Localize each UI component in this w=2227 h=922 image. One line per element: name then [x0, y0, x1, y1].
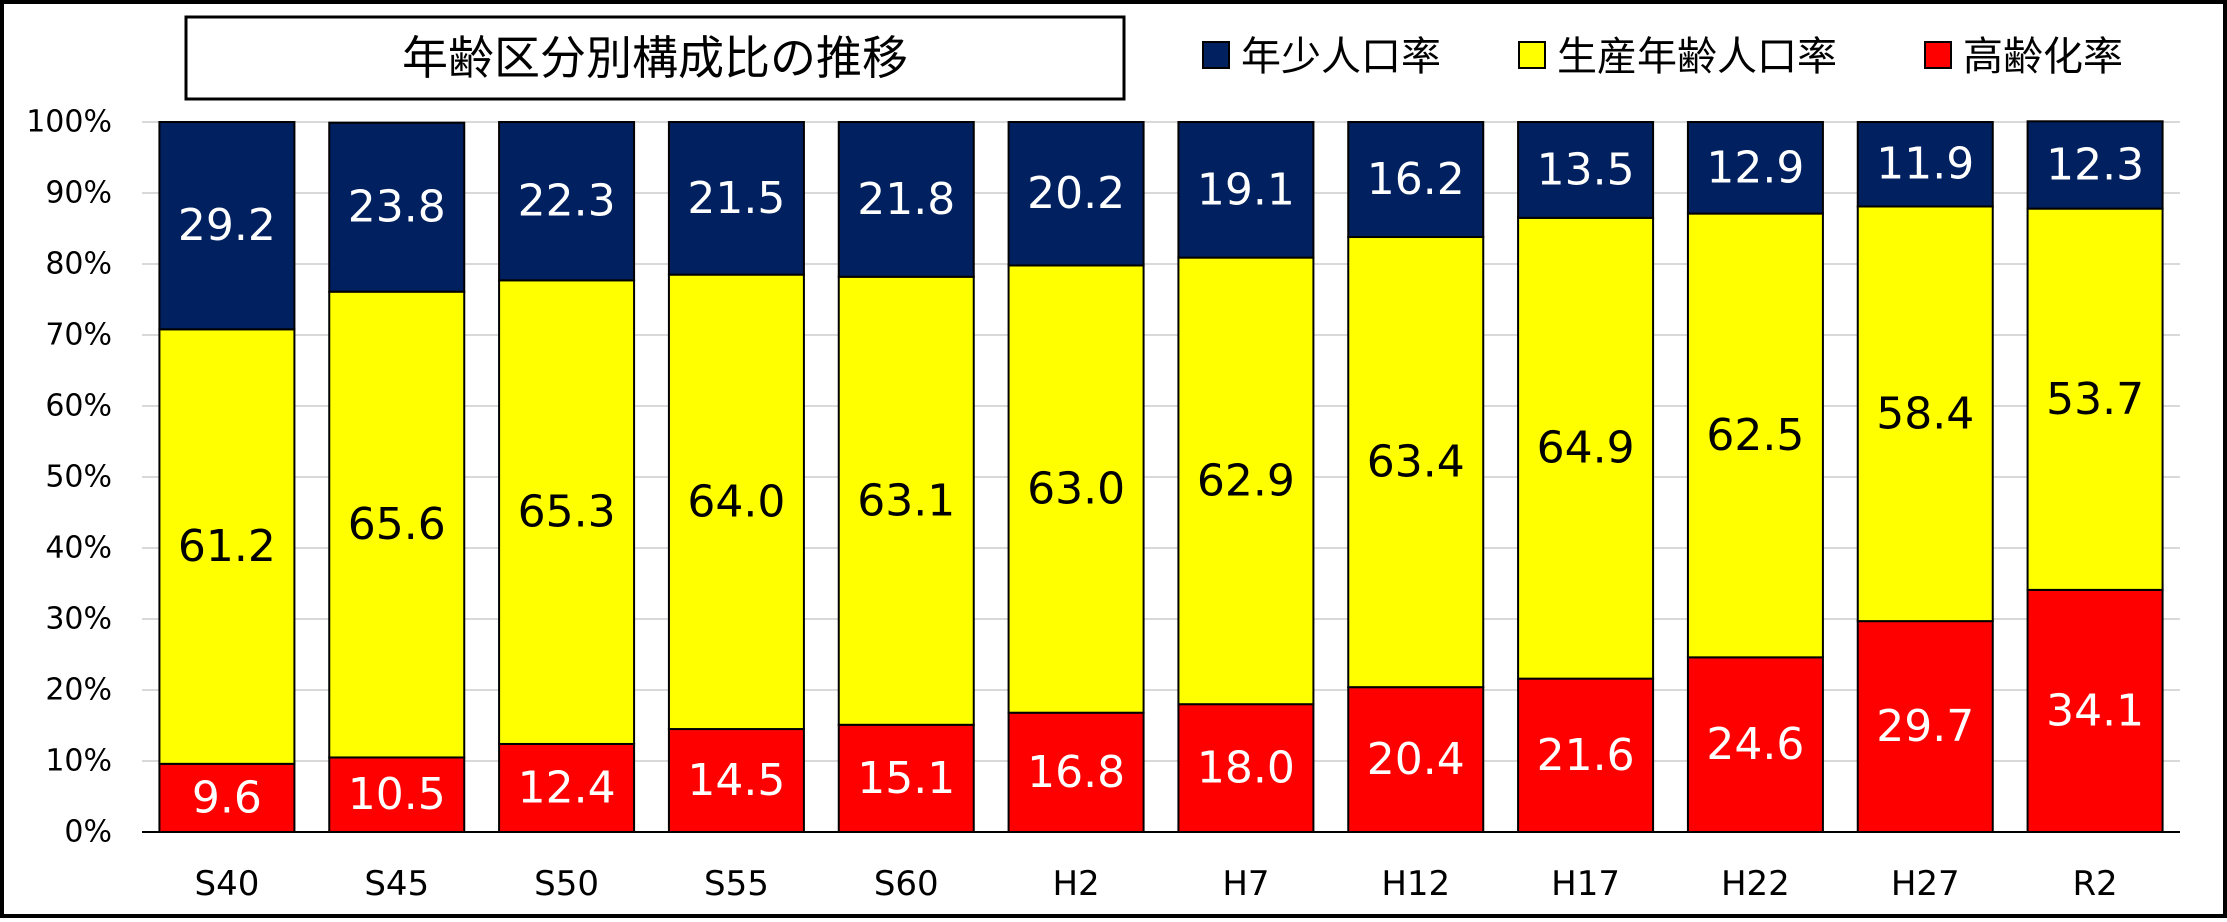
data-label: 63.0	[1027, 464, 1125, 515]
data-label: 53.7	[2046, 374, 2144, 425]
x-tick-label: H27	[1891, 864, 1960, 904]
bar-segment	[498, 121, 636, 282]
data-label: 22.3	[518, 176, 616, 227]
data-label: 21.6	[1537, 730, 1635, 781]
data-label: 16.2	[1367, 154, 1465, 205]
data-label: 62.5	[1706, 410, 1804, 461]
data-label: 21.5	[687, 173, 785, 224]
data-label: 23.8	[348, 182, 446, 233]
y-tick-label: 100%	[26, 105, 112, 140]
bar-segment	[1347, 121, 1485, 239]
bar-segment	[1517, 121, 1655, 219]
data-label: 61.2	[178, 521, 276, 572]
bar-segment	[1856, 205, 1994, 623]
data-label: 58.4	[1876, 388, 1974, 439]
legend-swatch	[1202, 41, 1230, 69]
y-tick-label: 40%	[45, 531, 112, 566]
data-label: 12.4	[518, 762, 616, 813]
bar-segment	[1177, 703, 1315, 834]
data-label: 63.4	[1367, 437, 1465, 488]
y-tick-label: 0%	[64, 815, 112, 850]
title-box	[184, 15, 1126, 101]
x-tick-label: S60	[874, 864, 939, 904]
y-tick-label: 10%	[45, 744, 112, 779]
y-tick-label: 50%	[45, 460, 112, 495]
bar-segment	[1686, 212, 1824, 659]
data-label: 64.9	[1537, 423, 1635, 474]
data-label: 14.5	[687, 755, 785, 806]
bar-segment	[328, 290, 466, 759]
bar-segment	[2026, 207, 2164, 591]
data-label: 19.1	[1197, 164, 1295, 215]
x-tick-label: H7	[1222, 864, 1269, 904]
chart-title: 年齢区分別構成比の推移	[402, 31, 908, 85]
bar-segment	[837, 121, 975, 278]
data-label: 64.0	[687, 476, 785, 527]
data-label: 12.3	[2046, 139, 2144, 190]
y-tick-label: 20%	[45, 673, 112, 708]
data-label: 21.8	[857, 174, 955, 225]
bar-segment	[1686, 656, 1824, 834]
data-label: 63.1	[857, 475, 955, 526]
bar-segment	[1686, 121, 1824, 215]
data-label: 12.9	[1706, 142, 1804, 193]
bar-segment	[1177, 256, 1315, 706]
data-label: 15.1	[857, 753, 955, 804]
data-label: 20.4	[1367, 734, 1465, 785]
legend-label: 高齢化率	[1963, 34, 2123, 80]
bar-segment	[1177, 121, 1315, 259]
legend-swatch	[1924, 41, 1952, 69]
data-label: 29.7	[1876, 701, 1974, 752]
data-label: 65.6	[348, 499, 446, 550]
bar-segment	[667, 728, 805, 833]
bar-segment	[1517, 216, 1655, 680]
legend-label: 年少人口率	[1241, 34, 1441, 80]
data-label: 34.1	[2046, 685, 2144, 736]
bar-segment	[1347, 236, 1485, 689]
bar-segment	[158, 762, 296, 834]
legend-swatch	[1518, 41, 1546, 69]
x-tick-label: S40	[194, 864, 259, 904]
x-tick-label: H22	[1721, 864, 1790, 904]
bar-segment	[328, 756, 466, 834]
data-label: 16.8	[1027, 747, 1125, 798]
y-tick-label: 80%	[45, 247, 112, 282]
x-tick-label: H17	[1551, 864, 1620, 904]
data-label: 62.9	[1197, 455, 1295, 506]
bar-segment	[1856, 121, 1994, 208]
data-label: 18.0	[1197, 743, 1295, 794]
x-tick-label: H12	[1381, 864, 1450, 904]
data-label: 13.5	[1537, 144, 1635, 195]
bar-segment	[328, 121, 466, 293]
data-label: 10.5	[348, 769, 446, 820]
y-tick-label: 90%	[45, 176, 112, 211]
bar-segment	[2026, 120, 2164, 210]
x-tick-label: R2	[2072, 864, 2117, 904]
data-label: 11.9	[1876, 139, 1974, 190]
data-label: 29.2	[178, 200, 276, 251]
bar-segment	[1007, 121, 1145, 267]
data-label: 24.6	[1706, 719, 1804, 770]
bar-segment	[667, 273, 805, 731]
data-label: 9.6	[192, 772, 262, 823]
legend-label: 生産年齢人口率	[1557, 34, 1837, 80]
data-label: 20.2	[1027, 168, 1125, 219]
x-tick-label: S55	[704, 864, 769, 904]
x-tick-label: H2	[1052, 864, 1099, 904]
y-tick-label: 60%	[45, 389, 112, 424]
bar-segment	[158, 121, 296, 331]
data-label: 65.3	[518, 487, 616, 538]
bar-segment	[667, 121, 805, 276]
bar-segment	[158, 328, 296, 765]
y-tick-label: 70%	[45, 318, 112, 353]
x-tick-label: S45	[364, 864, 429, 904]
y-tick-label: 30%	[45, 602, 112, 637]
bar-segment	[498, 279, 636, 745]
x-tick-label: S50	[534, 864, 599, 904]
